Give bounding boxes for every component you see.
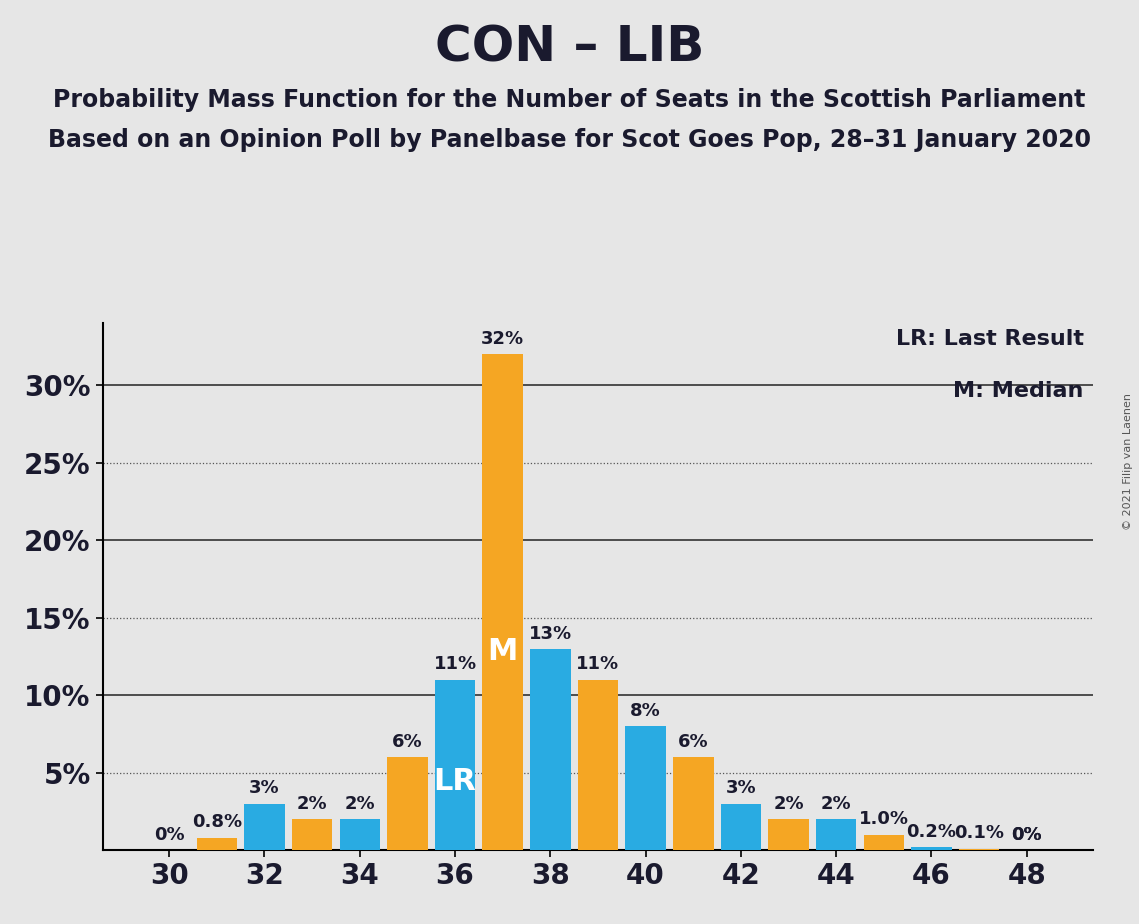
Text: 1.0%: 1.0% <box>859 810 909 829</box>
Bar <box>483 355 523 850</box>
Text: Based on an Opinion Poll by Panelbase for Scot Goes Pop, 28–31 January 2020: Based on an Opinion Poll by Panelbase fo… <box>48 128 1091 152</box>
Text: LR: Last Result: LR: Last Result <box>895 329 1083 348</box>
Text: CON – LIB: CON – LIB <box>435 23 704 71</box>
Text: 2%: 2% <box>297 795 327 813</box>
Bar <box>959 848 999 850</box>
Text: 0%: 0% <box>1011 826 1042 844</box>
Bar <box>673 757 713 850</box>
Text: 0%: 0% <box>154 826 185 844</box>
Text: Probability Mass Function for the Number of Seats in the Scottish Parliament: Probability Mass Function for the Number… <box>54 88 1085 112</box>
Text: 11%: 11% <box>434 655 476 674</box>
Bar <box>721 804 761 850</box>
Bar <box>530 649 571 850</box>
Bar <box>435 680 475 850</box>
Text: 6%: 6% <box>392 733 423 751</box>
Text: LR: LR <box>434 768 476 796</box>
Bar <box>387 757 427 850</box>
Text: 11%: 11% <box>576 655 620 674</box>
Text: 0.8%: 0.8% <box>191 813 241 832</box>
Text: 0.2%: 0.2% <box>907 822 957 841</box>
Bar <box>244 804 285 850</box>
Text: 0%: 0% <box>1011 826 1042 844</box>
Text: © 2021 Filip van Laenen: © 2021 Filip van Laenen <box>1123 394 1133 530</box>
Text: M: Median: M: Median <box>953 382 1083 401</box>
Text: 0.1%: 0.1% <box>954 824 1005 843</box>
Bar <box>911 847 952 850</box>
Text: M: M <box>487 638 518 666</box>
Text: 3%: 3% <box>726 780 756 797</box>
Text: 2%: 2% <box>821 795 852 813</box>
Bar <box>577 680 618 850</box>
Bar <box>769 819 809 850</box>
Bar <box>292 819 333 850</box>
Text: 2%: 2% <box>344 795 375 813</box>
Bar <box>863 834 904 850</box>
Bar <box>339 819 380 850</box>
Text: 32%: 32% <box>481 330 524 348</box>
Bar <box>816 819 857 850</box>
Bar <box>625 726 666 850</box>
Text: 8%: 8% <box>630 702 661 720</box>
Text: 13%: 13% <box>528 625 572 642</box>
Text: 6%: 6% <box>678 733 708 751</box>
Bar <box>197 838 237 850</box>
Text: 3%: 3% <box>249 780 280 797</box>
Text: 2%: 2% <box>773 795 804 813</box>
